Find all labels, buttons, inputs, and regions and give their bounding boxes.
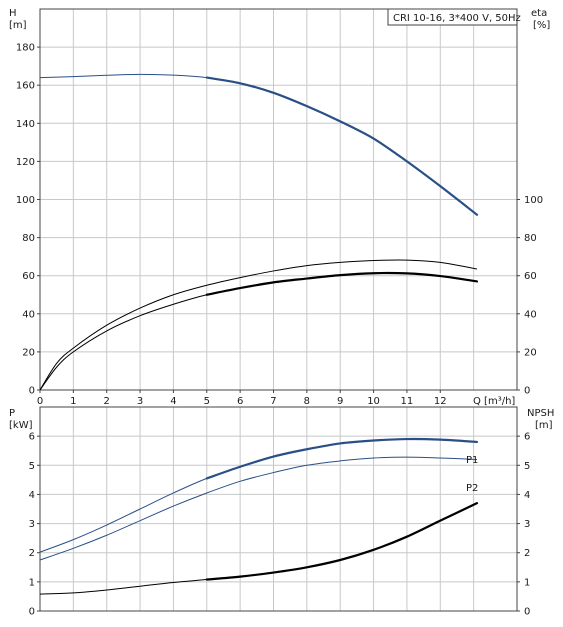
x-tick-label: 2	[104, 396, 110, 407]
right-tick-label: 3	[524, 519, 530, 530]
x-tick-label: 6	[237, 396, 243, 407]
left-tick-label: 180	[16, 43, 35, 54]
right-tick-label: 2	[524, 548, 530, 559]
series-label-p2: P2	[466, 483, 478, 494]
right-tick-label: 40	[524, 309, 537, 320]
left-tick-label: 2	[29, 548, 35, 559]
x-tick-label: 10	[367, 396, 380, 407]
series-line-duty-1-2	[205, 502, 479, 581]
x-tick-label: 3	[137, 396, 143, 407]
x-tick-label: 8	[304, 396, 310, 407]
h-axis-label: H	[9, 8, 17, 19]
bottom-panel-series	[39, 437, 479, 595]
left-tick-label: 160	[16, 81, 35, 92]
series-line-0-1	[39, 272, 478, 391]
npsh-axis-unit: [m]	[535, 420, 553, 431]
eta-axis-unit: [%]	[533, 20, 550, 31]
right-tick-label: 4	[524, 490, 530, 501]
x-tick-label: 11	[401, 396, 414, 407]
p-axis-label: P	[9, 408, 15, 419]
right-tick-label: 0	[524, 386, 530, 397]
right-tick-label: 5	[524, 461, 530, 472]
right-tick-label: 60	[524, 271, 537, 282]
bottom-panel-frame	[39, 406, 518, 612]
left-tick-label: 5	[29, 461, 35, 472]
eta-axis-label: eta	[531, 8, 547, 19]
h-axis-unit: [m]	[9, 20, 27, 31]
right-tick-label: 6	[524, 432, 530, 443]
series-line-duty-0-0	[205, 76, 479, 216]
left-tick-label: 4	[29, 490, 35, 501]
left-tick-label: 20	[22, 347, 35, 358]
left-tick-label: 120	[16, 157, 35, 168]
x-tick-label: 9	[337, 396, 343, 407]
left-tick-label: 80	[22, 233, 35, 244]
left-tick-label: 0	[29, 386, 35, 397]
left-tick-label: 140	[16, 119, 35, 130]
top-panel-grid	[40, 9, 517, 390]
p-axis-unit: [kW]	[9, 420, 33, 431]
bottom-panel: 0 1 2 3 4 5 6 0 1 2 3 4 5 6 P [kW] NPSH [m] P1 P2	[9, 406, 554, 618]
bottom-panel-ticks: 0 1 2 3 4 5 6 0 1 2 3 4 5 6	[29, 432, 531, 618]
info-box	[387, 8, 518, 26]
x-tick-label: 7	[270, 396, 276, 407]
series-line-0-0	[39, 73, 478, 216]
right-tick-label: 20	[524, 347, 537, 358]
x-tick-label: 1	[70, 396, 76, 407]
left-tick-label: 3	[29, 519, 35, 530]
left-tick-label: 0	[29, 607, 35, 618]
top-panel-series	[39, 73, 479, 391]
series-line-0-2	[39, 259, 478, 391]
left-tick-label: 40	[22, 309, 35, 320]
left-tick-label: 60	[22, 271, 35, 282]
x-tick-label: 4	[170, 396, 176, 407]
left-tick-label: 1	[29, 577, 35, 588]
series-line-duty-1-0	[205, 437, 479, 480]
info-label: CRI 10-16, 3*400 V, 50Hz	[393, 13, 521, 24]
bottom-panel-grid	[40, 407, 517, 611]
x-tick-label: 12	[434, 396, 447, 407]
series-line-duty-0-1	[205, 271, 479, 296]
npsh-axis-label: NPSH	[527, 408, 554, 419]
x-tick-label: 5	[204, 396, 210, 407]
right-tick-label: 80	[524, 233, 537, 244]
series-label-p1: P1	[466, 455, 478, 466]
left-tick-label: 6	[29, 432, 35, 443]
left-tick-label: 100	[16, 195, 35, 206]
right-tick-label: 100	[524, 195, 543, 206]
x-axis-label: Q [m³/h]	[473, 396, 515, 407]
series-line-1-1	[39, 456, 477, 561]
right-tick-label: 0	[524, 607, 530, 618]
right-tick-label: 1	[524, 577, 530, 588]
series-line-1-2	[39, 502, 478, 595]
x-tick-label: 0	[37, 396, 43, 407]
